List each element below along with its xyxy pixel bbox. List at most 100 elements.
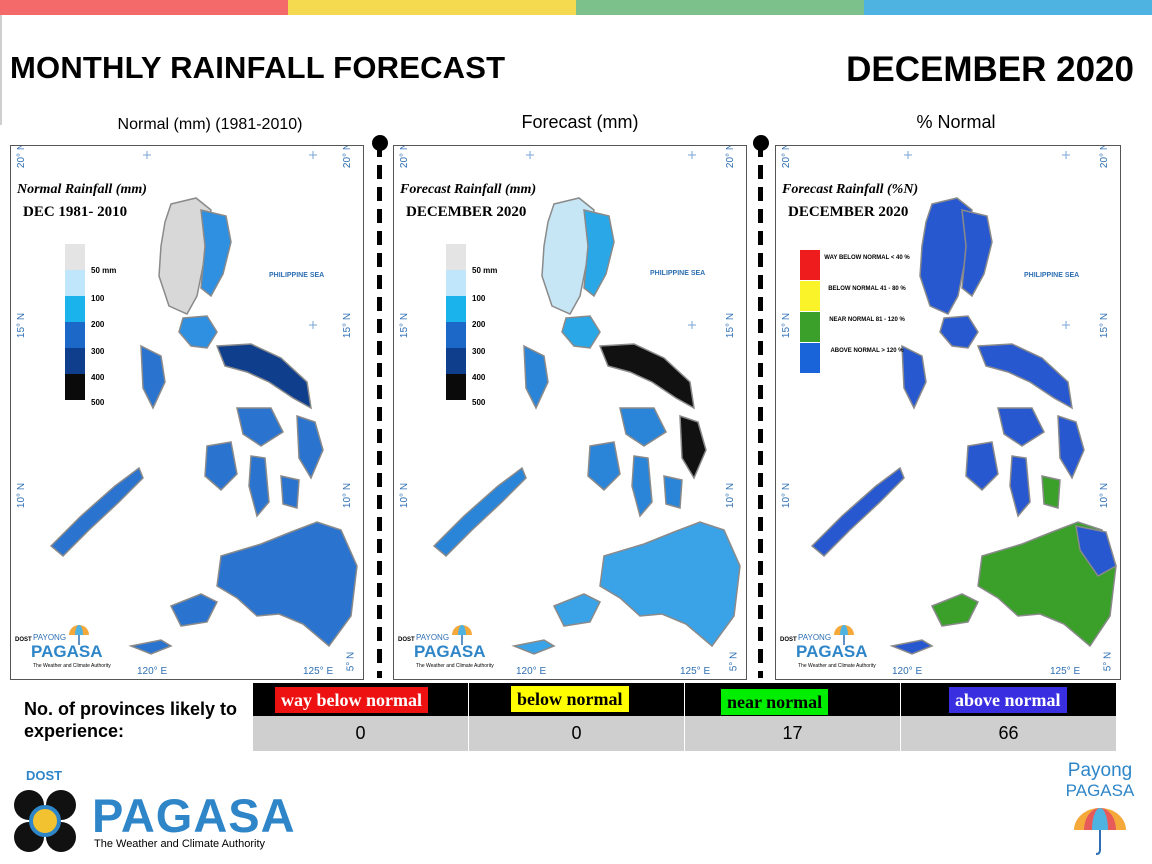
legend-swatch	[65, 374, 85, 400]
table-header-cell: near normal	[685, 683, 901, 716]
lat-label-15-right: 15° N	[1099, 312, 1111, 339]
legend-swatch	[800, 343, 820, 373]
lon-label-120: 120° E	[516, 666, 547, 677]
logo-pagasa: PAGASA	[796, 642, 868, 661]
province-count-table: way below normal below normal near norma…	[253, 683, 1116, 751]
payong-text: Payong	[1067, 760, 1133, 781]
lon-label-120: 120° E	[892, 666, 923, 677]
top-bar-segment-green	[576, 0, 864, 15]
lat-label-20-left: 20° N	[16, 145, 28, 169]
top-bar-segment-red	[0, 0, 288, 15]
payong-pagasa-logo: Payong PAGASA	[1052, 760, 1148, 860]
lat-label-15-left: 15° N	[781, 312, 793, 339]
count-way-below-normal: 0	[253, 716, 469, 751]
legend-swatch	[446, 244, 466, 270]
lat-label-20-right: 20° N	[342, 145, 354, 169]
umbrella-icon	[69, 625, 89, 645]
legend-label: ABOVE NORMAL > 120 %	[830, 348, 904, 354]
lat-label-20-left: 20° N	[399, 145, 411, 169]
map-panel-percent-normal: 20° N 15° N 10° N 20° N 15° N 10° N 5° N…	[775, 145, 1121, 680]
legend-label: 100	[472, 294, 486, 303]
legend-label: 500	[91, 398, 105, 407]
forecast-period: DECEMBER 2020	[846, 50, 1134, 89]
lat-label-10-left: 10° N	[781, 482, 793, 509]
legend-label: NEAR NORMAL 81 - 120 %	[829, 317, 905, 323]
legend-swatch	[446, 322, 466, 348]
pagasa-text: PAGASA	[1065, 781, 1135, 800]
stats-label: No. of provinces likely to experience:	[24, 698, 237, 742]
count-above-normal: 66	[998, 723, 1019, 743]
legend-swatch	[800, 312, 820, 342]
map-title-normal: Normal Rainfall (mm)	[17, 182, 147, 197]
legend-label: WAY BELOW NORMAL < 40 %	[824, 255, 910, 261]
legend-label: 300	[472, 347, 486, 356]
philippines-map-forecast	[432, 151, 741, 655]
legend-normal: 50 mm 100 200 300 400 500	[65, 244, 116, 407]
lon-label-125: 125° E	[1050, 666, 1081, 677]
logo-dost: DOST	[780, 637, 797, 643]
logo-dost: DOST	[398, 637, 415, 643]
top-bar-segment-yellow	[288, 0, 576, 15]
legend-label: 200	[91, 320, 105, 329]
category-way-below-normal: way below normal	[275, 687, 428, 713]
logo-pagasa: PAGASA	[414, 642, 486, 661]
logo-tagline: The Weather and Climate Authority	[416, 663, 494, 669]
category-near-normal: near normal	[721, 689, 829, 715]
legend-swatch	[446, 270, 466, 296]
lat-label-15-right: 15° N	[725, 312, 737, 339]
panel-divider	[758, 143, 763, 678]
map-panel-forecast: 20° N 15° N 10° N 20° N 15° N 10° N 5° N…	[393, 145, 747, 680]
legend-label: 400	[472, 373, 486, 382]
umbrella-icon	[1074, 808, 1126, 855]
legend-label: 400	[91, 373, 105, 382]
umbrella-icon	[834, 625, 854, 645]
table-header-cell: above normal	[901, 683, 1116, 716]
logo-dost: DOST	[15, 637, 32, 643]
footer-dost: DOST	[26, 768, 63, 783]
divider-dot	[372, 135, 388, 151]
legend-label: 200	[472, 320, 486, 329]
caption-forecast: Forecast (mm)	[521, 112, 639, 132]
map-title-percent-normal: Forecast Rainfall (%N)	[782, 182, 919, 197]
map-subtitle-forecast: DECEMBER 2020	[406, 204, 527, 220]
category-above-normal: above normal	[949, 687, 1067, 713]
panel-divider	[377, 143, 382, 678]
lat-label-15-left: 15° N	[399, 312, 411, 339]
legend-swatch	[446, 296, 466, 322]
stats-label-line: No. of provinces likely to	[24, 699, 238, 719]
logo-payong: PAYONG	[33, 633, 67, 642]
page-title: MONTHLY RAINFALL FORECAST	[10, 50, 506, 85]
lat-label-10-right: 10° N	[1099, 482, 1111, 509]
table-header-cell: below normal	[469, 683, 685, 716]
lat-label-15-left: 15° N	[16, 312, 28, 339]
legend-swatch	[65, 322, 85, 348]
map-logo: DOST PAYONG PAGASA The Weather and Clima…	[15, 625, 125, 675]
caption-percent-normal: % Normal	[916, 112, 996, 132]
footer-pagasa: PAGASA	[92, 789, 296, 842]
logo-payong: PAYONG	[798, 633, 832, 642]
map-logo: DOST PAYONG PAGASA The Weather and Clima…	[398, 625, 508, 675]
legend-swatch	[65, 296, 85, 322]
legend-label: BELOW NORMAL 41 - 80 %	[828, 286, 906, 292]
lat-label-10-right: 10° N	[725, 482, 737, 509]
lon-label-125: 125° E	[680, 666, 711, 677]
sea-label-percent-normal: PHILIPPINE SEA	[1024, 272, 1080, 279]
top-color-bar	[0, 0, 1152, 15]
logo-tagline: The Weather and Climate Authority	[798, 663, 876, 669]
table-row: 0 0 17 66	[253, 716, 1116, 751]
lon-label-120: 120° E	[137, 666, 168, 677]
top-bar-segment-blue	[864, 0, 1152, 15]
lat-label-10-right: 10° N	[342, 482, 354, 509]
legend-label: 50 mm	[91, 266, 117, 275]
divider-dot	[753, 135, 769, 151]
map-subtitle-normal: DEC 1981- 2010	[23, 204, 128, 220]
legend-label: 500	[472, 398, 486, 407]
legend-swatch	[65, 270, 85, 296]
legend-swatch	[65, 348, 85, 374]
table-header-cell: way below normal	[253, 683, 469, 716]
table-header-row: way below normal below normal near norma…	[253, 683, 1116, 716]
count-near-normal: 17	[685, 716, 901, 751]
legend-label: 50 mm	[472, 266, 498, 275]
sea-label-normal: PHILIPPINE SEA	[269, 272, 325, 279]
legend-forecast: 50 mm 100 200 300 400 500	[446, 244, 497, 407]
